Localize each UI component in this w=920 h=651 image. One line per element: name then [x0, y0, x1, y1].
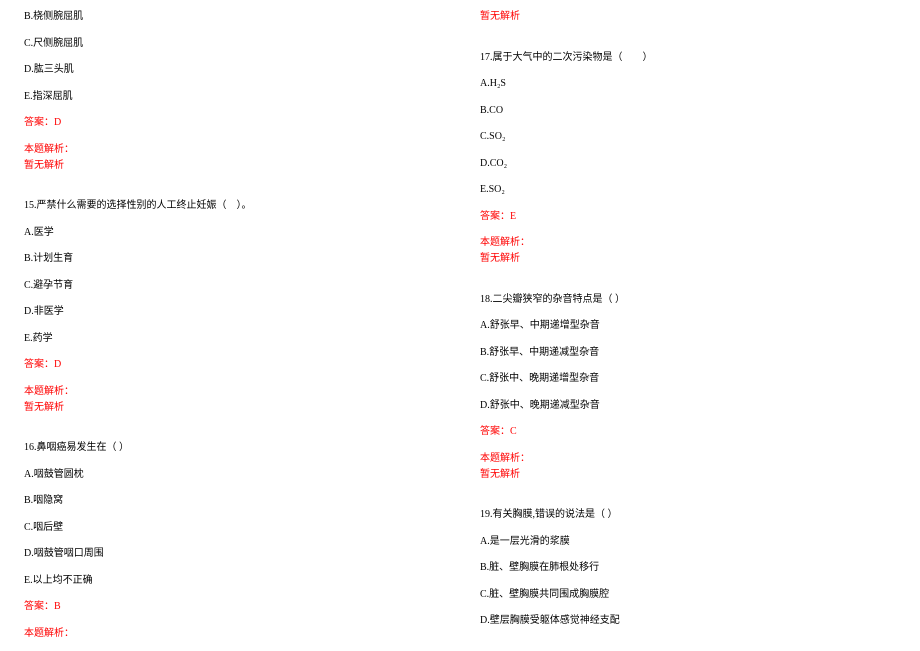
- q19-option-a: A.是一层光滑的浆膜: [480, 535, 900, 549]
- q15-stem: 15.严禁什么需要的选择性别的人工终止妊娠（ ）。: [24, 199, 444, 213]
- q19-option-c: C.脏、壁胸膜共同围成胸膜腔: [480, 588, 900, 602]
- q16-analysis-text: 暂无解析: [480, 10, 900, 24]
- left-column: B.桡侧腕屈肌 C.尺侧腕屈肌 D.肱三头肌 E.指深屈肌 答案：D 本题解析：…: [24, 10, 444, 643]
- q16-answer: 答案：B: [24, 600, 444, 614]
- q16-option-c: C.咽后壁: [24, 521, 444, 535]
- q14-option-d: D.肱三头肌: [24, 63, 444, 77]
- q16-option-a: A.咽鼓管圆枕: [24, 468, 444, 482]
- q18-option-b: B.舒张早、中期递减型杂音: [480, 346, 900, 360]
- q14-analysis-label: 本题解析：: [24, 143, 444, 157]
- q18-analysis-label: 本题解析：: [480, 452, 900, 466]
- q14-analysis-text: 暂无解析: [24, 159, 444, 173]
- q17-analysis-label: 本题解析：: [480, 236, 900, 250]
- q17-option-c: C.SO₂: [480, 130, 900, 144]
- q16-stem: 16.鼻咽癌易发生在（ ）: [24, 441, 444, 455]
- q17-analysis-text: 暂无解析: [480, 252, 900, 266]
- q16-option-e: E.以上均不正确: [24, 574, 444, 588]
- q15-option-c: C.避孕节育: [24, 279, 444, 293]
- q18-analysis-text: 暂无解析: [480, 468, 900, 482]
- q15-analysis-text: 暂无解析: [24, 401, 444, 415]
- q15-answer: 答案：D: [24, 358, 444, 372]
- q17-stem: 17.属于大气中的二次污染物是（ ）: [480, 51, 900, 65]
- q17-answer: 答案：E: [480, 210, 900, 224]
- q17-option-e: E.SO₂: [480, 183, 900, 197]
- q15-analysis-label: 本题解析：: [24, 385, 444, 399]
- right-column: 暂无解析 17.属于大气中的二次污染物是（ ） A.H₂S B.CO C.SO₂…: [480, 10, 900, 641]
- q16-option-b: B.咽隐窝: [24, 494, 444, 508]
- q18-option-d: D.舒张中、晚期递减型杂音: [480, 399, 900, 413]
- q17-option-a: A.H₂S: [480, 77, 900, 91]
- q17-option-d: D.CO₂: [480, 157, 900, 171]
- q19-option-d: D.壁层胸膜受躯体感觉神经支配: [480, 614, 900, 628]
- q14-option-b: B.桡侧腕屈肌: [24, 10, 444, 24]
- q18-stem: 18.二尖瓣狭窄的杂音特点是（ ）: [480, 293, 900, 307]
- q14-answer: 答案：D: [24, 116, 444, 130]
- q15-option-e: E.药学: [24, 332, 444, 346]
- q14-option-c: C.尺侧腕屈肌: [24, 37, 444, 51]
- q16-analysis-label: 本题解析：: [24, 627, 444, 641]
- q15-option-b: B.计划生育: [24, 252, 444, 266]
- q16-option-d: D.咽鼓管咽口周围: [24, 547, 444, 561]
- q18-option-c: C.舒张中、晚期递增型杂音: [480, 372, 900, 386]
- q14-option-e: E.指深屈肌: [24, 90, 444, 104]
- q18-option-a: A.舒张早、中期递增型杂音: [480, 319, 900, 333]
- q19-stem: 19.有关胸膜,错误的说法是（ ）: [480, 508, 900, 522]
- q19-option-b: B.脏、壁胸膜在肺根处移行: [480, 561, 900, 575]
- q18-answer: 答案：C: [480, 425, 900, 439]
- q15-option-a: A.医学: [24, 226, 444, 240]
- q17-option-b: B.CO: [480, 104, 900, 118]
- q15-option-d: D.非医学: [24, 305, 444, 319]
